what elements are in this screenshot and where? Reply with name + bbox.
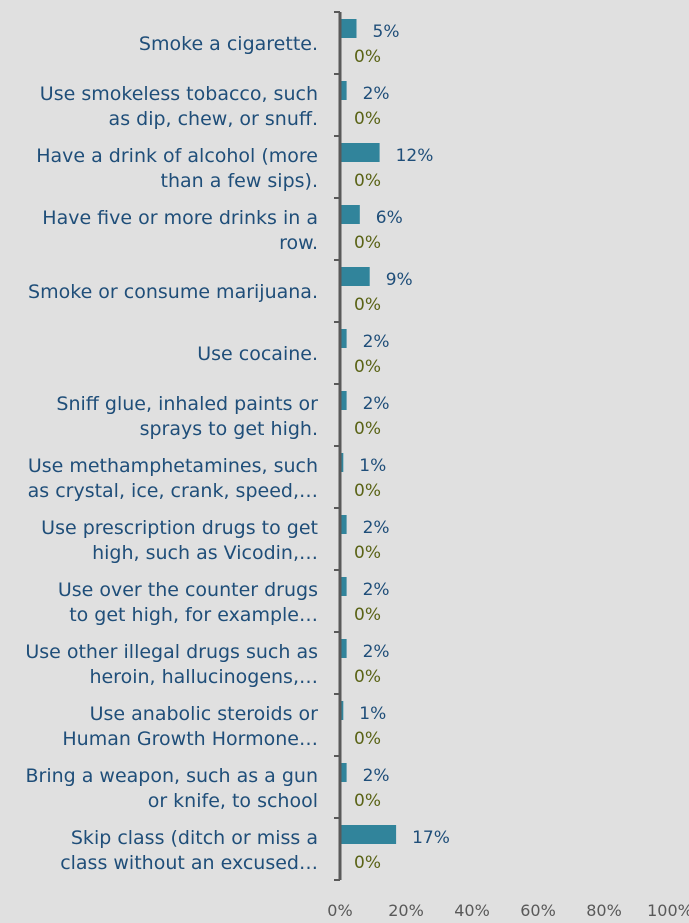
- bar-series1-2: [340, 143, 380, 162]
- value-label-series2-7: 0%: [354, 481, 381, 501]
- category-label-12: Bring a weapon, such as a gun or knife, t…: [25, 765, 318, 812]
- category-label-0: Smoke a cigarette.: [139, 33, 318, 55]
- bars-group: [340, 19, 397, 844]
- x-tick-label-3: 60%: [520, 901, 556, 920]
- x-tick-label-0: 0%: [327, 901, 352, 920]
- bar-series1-8: [340, 515, 347, 534]
- category-label-11: Use anabolic steroids or Human Growth Hor…: [62, 703, 318, 750]
- category-label-8: Use prescription drugs to get high, such …: [41, 517, 318, 564]
- value-label-series2-6: 0%: [354, 419, 381, 439]
- value-label-series1-9: 2%: [363, 580, 390, 600]
- value-label-series2-4: 0%: [354, 295, 381, 315]
- value-label-series1-12: 2%: [363, 766, 390, 786]
- bar-series1-5: [340, 329, 347, 348]
- bar-series1-11: [340, 701, 344, 720]
- category-label-2: Have a drink of alcohol (more than a few …: [36, 145, 318, 192]
- value-label-series2-9: 0%: [354, 605, 381, 625]
- value-label-series2-11: 0%: [354, 729, 381, 749]
- category-label-10: Use other illegal drugs such as heroin, h…: [25, 641, 318, 688]
- bar-series1-12: [340, 763, 347, 782]
- value-label-series1-5: 2%: [363, 332, 390, 352]
- value-label-series1-3: 6%: [376, 208, 403, 228]
- bar-series1-0: [340, 19, 357, 38]
- value-label-series1-4: 9%: [386, 270, 413, 290]
- bar-series1-13: [340, 825, 397, 844]
- value-label-series2-3: 0%: [354, 233, 381, 253]
- bar-series1-7: [340, 453, 344, 472]
- bar-series1-9: [340, 577, 347, 596]
- value-label-series1-0: 5%: [373, 22, 400, 42]
- value-label-series2-13: 0%: [354, 853, 381, 873]
- category-label-5: Use cocaine.: [197, 343, 318, 365]
- bar-series1-6: [340, 391, 347, 410]
- category-label-1: Use smokeless tobacco, such as dip, chew,…: [40, 83, 318, 130]
- value-label-series1-7: 1%: [359, 456, 386, 476]
- category-label-4: Smoke or consume marijuana.: [28, 281, 318, 303]
- value-label-series2-10: 0%: [354, 667, 381, 687]
- x-tick-label-4: 80%: [586, 901, 622, 920]
- value-label-series1-1: 2%: [363, 84, 390, 104]
- value-label-series1-2: 12%: [396, 146, 434, 166]
- category-label-13: Skip class (ditch or miss a class without…: [60, 827, 318, 874]
- category-label-6: Sniff glue, inhaled paints or sprays to g…: [56, 393, 318, 440]
- bar-series1-10: [340, 639, 347, 658]
- x-tick-label-2: 40%: [454, 901, 490, 920]
- value-label-series1-6: 2%: [363, 394, 390, 414]
- axis-group: [334, 11, 342, 881]
- x-tick-label-5: 100%: [647, 901, 689, 920]
- value-label-series2-1: 0%: [354, 109, 381, 129]
- category-label-3: Have five or more drinks in a row.: [42, 207, 318, 254]
- value-labels: 5%0%2%0%12%0%6%0%9%0%2%0%2%0%1%0%2%0%2%0…: [354, 22, 450, 873]
- bar-series1-4: [340, 267, 370, 286]
- bar-series1-3: [340, 205, 360, 224]
- value-label-series1-10: 2%: [363, 642, 390, 662]
- value-label-series2-0: 0%: [354, 47, 381, 67]
- value-label-series1-11: 1%: [359, 704, 386, 724]
- category-label-9: Use over the counter drugs to get high, f…: [58, 579, 318, 626]
- value-label-series2-12: 0%: [354, 791, 381, 811]
- category-labels: Smoke a cigarette. Use smokeless tobacco,…: [25, 33, 318, 874]
- value-label-series1-13: 17%: [412, 828, 450, 848]
- value-label-series1-8: 2%: [363, 518, 390, 538]
- value-label-series2-2: 0%: [354, 171, 381, 191]
- category-label-7: Use methamphetamines, such as crystal, ic…: [28, 455, 318, 502]
- value-label-series2-8: 0%: [354, 543, 381, 563]
- x-tick-labels: 0% 20% 40% 60% 80% 100%: [327, 901, 689, 920]
- bar-series1-1: [340, 81, 347, 100]
- x-tick-label-1: 20%: [388, 901, 424, 920]
- value-label-series2-5: 0%: [354, 357, 381, 377]
